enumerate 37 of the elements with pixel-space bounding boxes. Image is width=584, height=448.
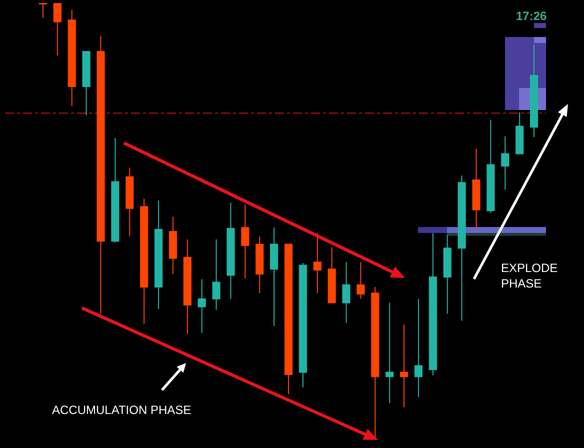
candlestick (443, 234, 452, 314)
candlestick (212, 238, 220, 310)
candlestick (154, 200, 163, 310)
annotation: EXPLODE PHASE (501, 261, 558, 291)
candlestick (183, 238, 192, 334)
candlestick (126, 167, 134, 237)
candlestick (328, 246, 336, 304)
candlestick (256, 236, 264, 294)
candlestick (53, 3, 62, 56)
candlestick (68, 9, 76, 107)
candlestick (472, 148, 480, 229)
candlestick (38, 3, 48, 18)
candlestick (313, 232, 322, 294)
candlestick (111, 138, 120, 243)
candlestick (342, 262, 350, 324)
candlestick (486, 120, 495, 214)
candlestick (198, 278, 206, 334)
candlestick (82, 51, 90, 116)
annotation: 17:26 (516, 9, 548, 23)
candlestick (140, 198, 148, 324)
candlestick (168, 216, 177, 274)
candlestick (226, 202, 235, 300)
candlestick (284, 244, 293, 395)
candlestick (530, 44, 538, 138)
candlestick (386, 302, 394, 404)
candlestick (356, 262, 365, 300)
candlestick (501, 136, 510, 190)
candlestick (400, 324, 408, 408)
candlestick (241, 204, 250, 279)
candlestick (458, 175, 466, 322)
candlestick (298, 262, 307, 388)
annotation: ACCUMULATION PHASE (52, 403, 192, 417)
candlestick (414, 298, 423, 398)
candlestick (516, 112, 524, 154)
candlestick (270, 227, 278, 326)
candlestick (96, 35, 105, 314)
candlestick (428, 232, 437, 376)
